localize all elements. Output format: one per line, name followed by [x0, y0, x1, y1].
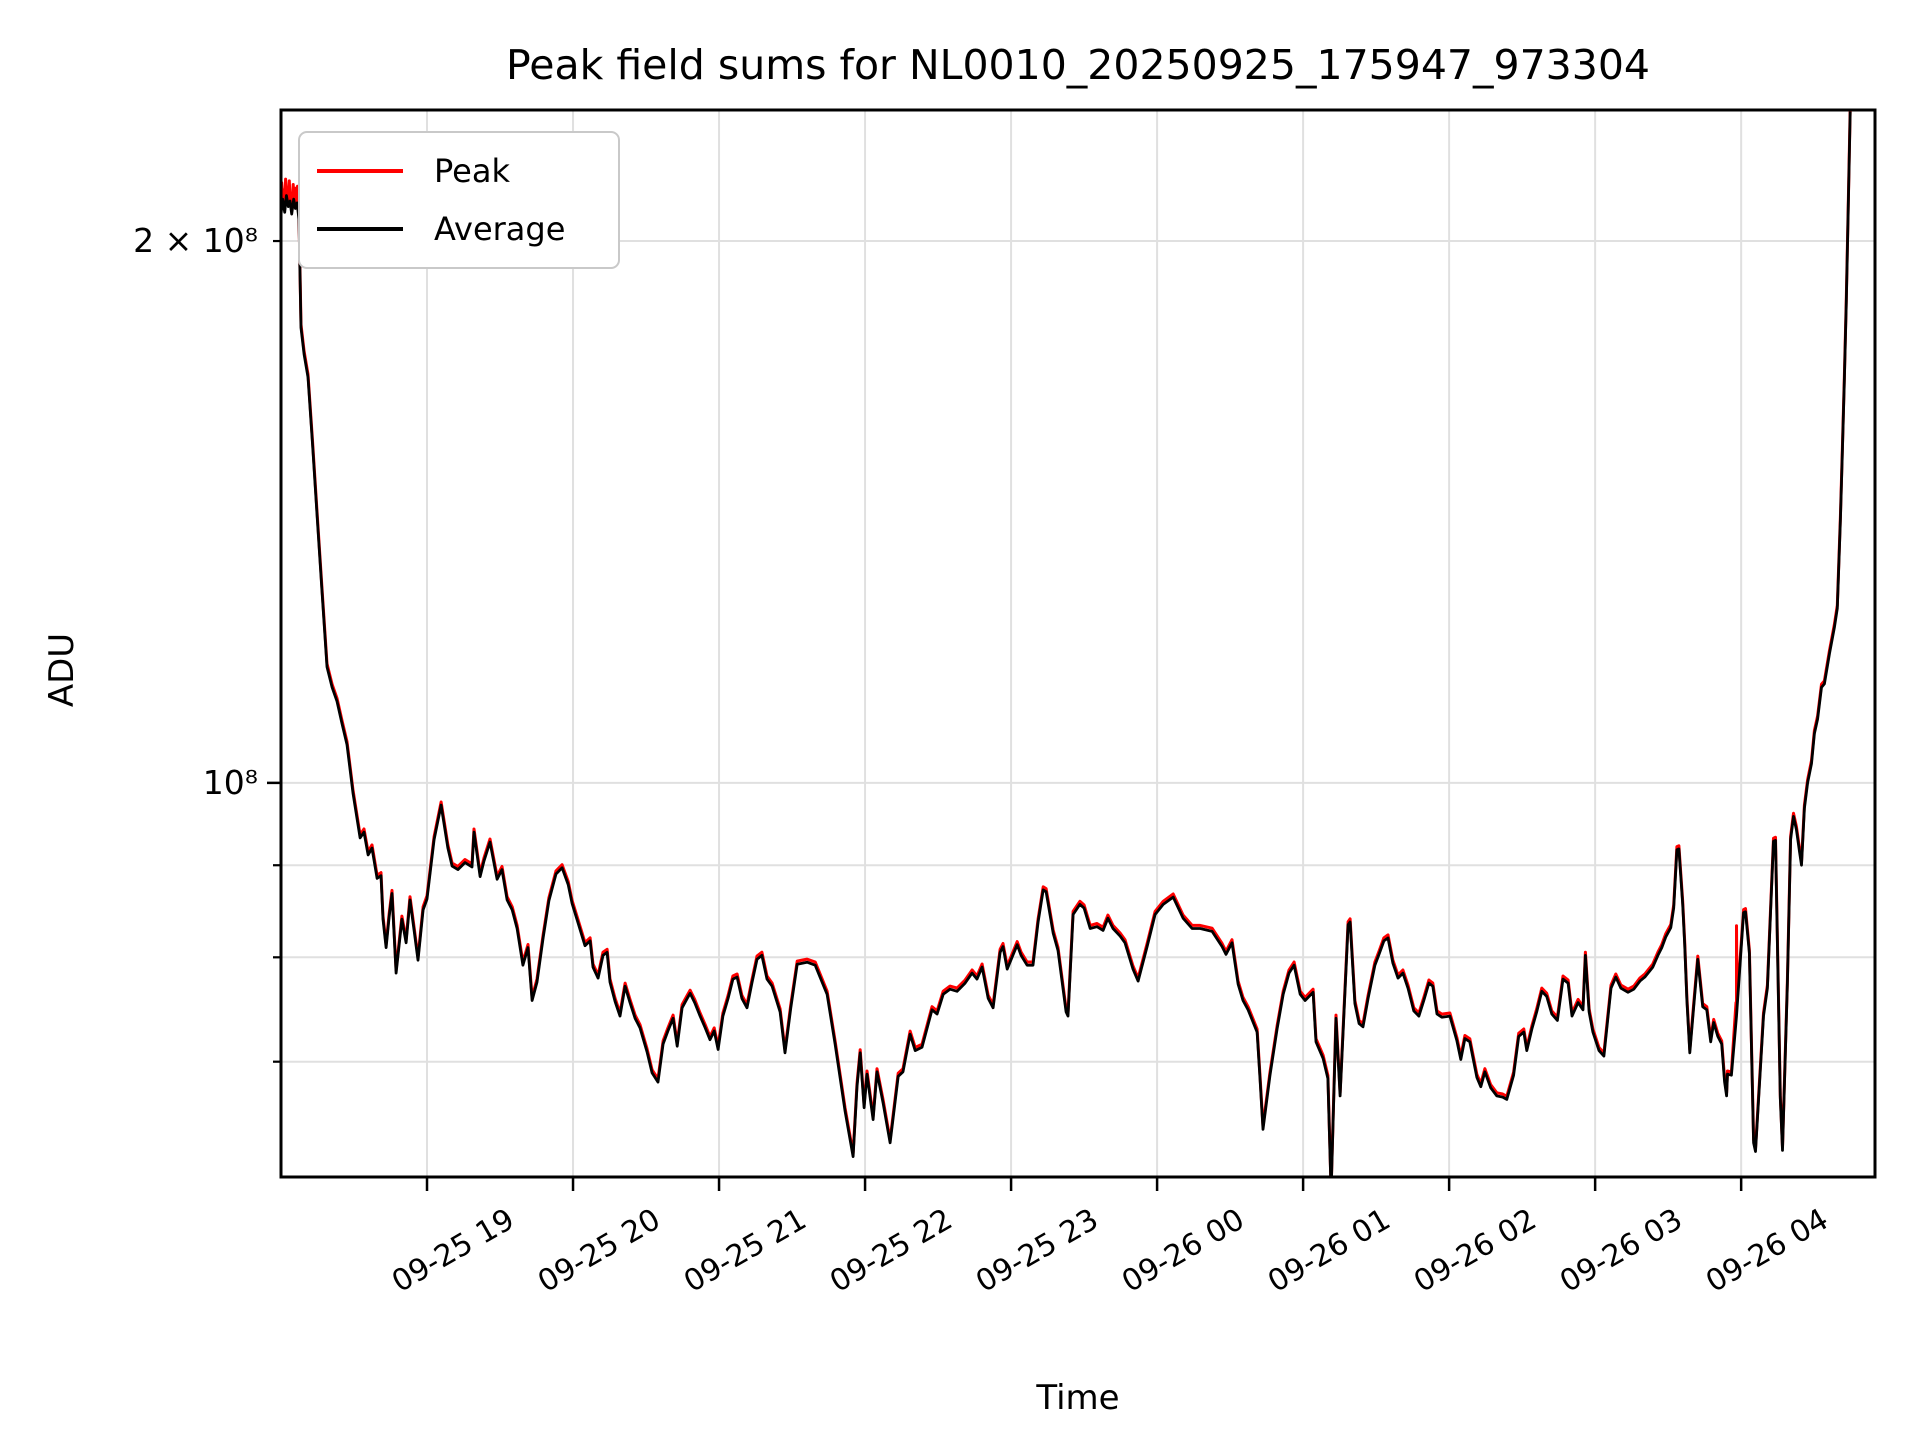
x-axis-label: Time	[1036, 1378, 1120, 1418]
chart-title: Peak field sums for NL0010_20250925_1759…	[505, 41, 1651, 89]
legend-entry-peak: Peak	[300, 152, 618, 190]
y-tick-label-1e8: 10⁸	[202, 763, 258, 802]
plot-border	[279, 108, 1877, 1179]
legend-label-average: Average	[434, 209, 566, 248]
series-average-line	[281, 111, 1852, 1177]
y-tick-label-2e8: 2 × 10⁸	[133, 221, 258, 260]
legend-label-peak: Peak	[434, 152, 510, 191]
legend-line-average-icon	[317, 226, 403, 231]
legend-entry-average: Average	[300, 210, 618, 248]
series-peak-line	[281, 110, 1852, 1177]
y-axis-label: ADU	[42, 632, 82, 708]
legend-line-peak-icon	[317, 169, 403, 174]
legend: Peak Average	[298, 131, 620, 269]
